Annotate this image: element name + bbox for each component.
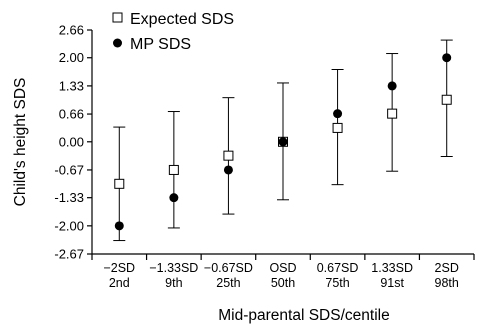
expected-sds-marker: [387, 108, 398, 119]
mp-sds-marker: [442, 53, 452, 63]
mp-sds-marker: [387, 81, 397, 91]
mp-sds-marker: [114, 221, 124, 231]
y-tick-label: -2.00: [54, 218, 84, 233]
y-tick-label: 2.66: [59, 23, 84, 38]
legend-mp-sds-label: MP SDS: [130, 36, 191, 53]
expected-sds-marker: [223, 150, 234, 161]
y-tick-label: -0.67: [54, 162, 84, 177]
x-tick-label-centile: 91st: [380, 276, 404, 290]
x-tick-label-centile: 50th: [271, 276, 295, 290]
y-tick-label: 0.00: [59, 134, 84, 149]
x-tick-label-sds: 2SD: [435, 261, 459, 275]
y-tick-label: 2.00: [59, 50, 84, 65]
mp-sds-marker: [333, 109, 343, 119]
x-tick-label-sds: −0.67SD: [204, 261, 253, 275]
x-axis-title: Mid-parental SDS/centile: [218, 307, 389, 324]
x-tick-label-centile: 25th: [216, 276, 240, 290]
data-markers: [114, 53, 452, 231]
y-tick-label: 0.66: [59, 107, 84, 122]
mp-sds-marker: [169, 193, 179, 203]
expected-sds-marker: [168, 164, 179, 175]
expected-sds-marker: [332, 122, 343, 133]
x-tick-label-sds: 0.67SD: [317, 261, 359, 275]
x-tick-label-centile: 2nd: [109, 276, 130, 290]
x-tick-label-sds: OSD: [269, 261, 296, 275]
legend-expected-sds-swatch: [112, 12, 123, 23]
legend-mp-sds-swatch: [113, 38, 122, 48]
x-tick-label-centile: 98th: [435, 276, 459, 290]
mp-sds-marker: [278, 137, 288, 147]
expected-sds-marker: [114, 178, 125, 189]
y-axis-title: Child's height SDS: [12, 78, 29, 207]
x-tick-label-sds: −1.33SD: [149, 261, 198, 275]
x-tick-label-centile: 9th: [165, 276, 182, 290]
x-tick-label-sds: 1.33SD: [371, 261, 413, 275]
expected-sds-marker: [441, 94, 452, 105]
mp-sds-marker: [223, 165, 233, 175]
y-tick-label: -2.67: [54, 247, 84, 262]
legend: Expected SDS MP SDS: [112, 11, 234, 53]
x-tick-label-sds: −2SD: [103, 261, 135, 275]
y-tick-label: -1.33: [54, 190, 84, 205]
x-tick-label-centile: 75th: [325, 276, 349, 290]
y-tick-label: 1.33: [59, 78, 84, 93]
legend-expected-sds-label: Expected SDS: [130, 11, 234, 28]
y-axis: 2.66 2.00 1.33 0.66 0.00 -0.67 -1.33 -2.00 -2.67: [54, 23, 93, 262]
